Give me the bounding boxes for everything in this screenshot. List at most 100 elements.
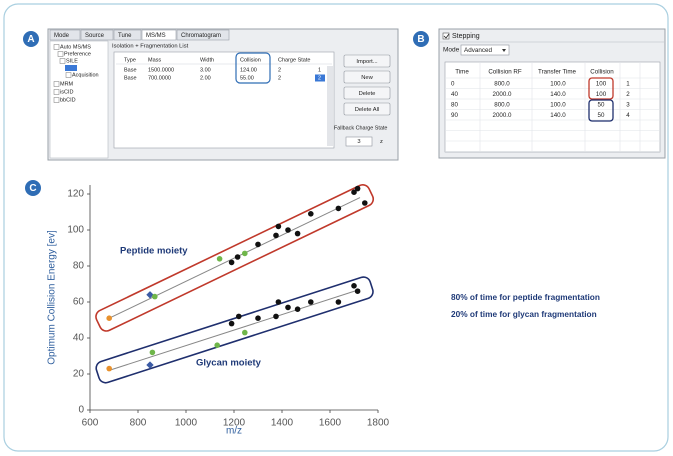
- table-header: Mass: [148, 57, 161, 63]
- point: [308, 211, 314, 217]
- tab-label: MS/MS: [146, 33, 166, 39]
- y-tick-label: 120: [67, 189, 84, 200]
- tree-checkbox[interactable]: [53, 44, 60, 50]
- point: [236, 313, 242, 320]
- table-cell: 2000.0: [493, 91, 512, 98]
- button[interactable]: [343, 70, 391, 84]
- y-tick-label: 60: [73, 297, 85, 308]
- panel-badge: [413, 31, 429, 47]
- series-label: Glycan moiety: [196, 358, 262, 369]
- table-cell: 40: [451, 91, 458, 98]
- tree-item: SILE: [66, 58, 78, 64]
- point: [152, 293, 158, 300]
- point: [275, 223, 282, 230]
- button-label: Delete All: [355, 107, 380, 113]
- panel-badge: [23, 31, 39, 47]
- table-cell: 90: [451, 112, 458, 119]
- table-cell: 0: [451, 81, 455, 88]
- point: [149, 349, 156, 356]
- x-tick-label: 1800: [367, 418, 390, 429]
- point: [335, 205, 342, 212]
- table-cell: 1: [318, 67, 321, 73]
- button-label: Delete: [359, 91, 376, 97]
- annotation: 20% of time for glycan fragmentation: [451, 309, 597, 319]
- point: [354, 288, 361, 295]
- x-tick-label: 1000: [175, 418, 198, 429]
- button[interactable]: [343, 102, 391, 116]
- checkbox-label: Stepping: [452, 33, 480, 40]
- point: [273, 313, 279, 320]
- table-cell: 80: [451, 102, 458, 109]
- table-cell: 55.00: [240, 75, 254, 81]
- tab[interactable]: [141, 29, 177, 41]
- row-index-selected: [315, 74, 325, 82]
- table-header: Type: [124, 57, 136, 63]
- table-header: Width: [200, 57, 214, 63]
- point: [308, 299, 314, 305]
- button-label: Import...: [356, 59, 378, 65]
- tree-checkbox[interactable]: [53, 97, 60, 103]
- tab-label: Tune: [118, 33, 132, 39]
- tree-checkbox[interactable]: [57, 51, 64, 57]
- fallback-label: Fallback Charge State: [334, 125, 387, 131]
- table-cell: 1500.0000: [148, 67, 174, 73]
- table-cell: 2: [626, 91, 630, 98]
- point: [294, 306, 301, 313]
- collision-low-box: [588, 99, 614, 122]
- y-tick-label: 80: [73, 261, 85, 272]
- tree-item: Preference: [64, 51, 91, 57]
- table-cell: 140.0: [550, 112, 566, 119]
- table-cell: 3: [626, 102, 630, 109]
- table-cell: 2000.0: [493, 112, 512, 119]
- tab[interactable]: [49, 29, 81, 41]
- table-header: Collision RF: [488, 69, 522, 76]
- checkbox[interactable]: [442, 32, 450, 40]
- panel-badge: [25, 180, 41, 196]
- tab-label: Source: [85, 33, 105, 39]
- tree-checkbox[interactable]: [59, 58, 66, 64]
- panel-label: B: [417, 34, 424, 45]
- button[interactable]: [343, 54, 391, 68]
- tree-checkbox[interactable]: [53, 89, 60, 95]
- fallback-unit: z: [380, 139, 383, 145]
- point: [255, 315, 261, 322]
- tree-item: MRM: [60, 81, 74, 87]
- tab[interactable]: [176, 29, 230, 41]
- fallback-input[interactable]: [345, 136, 373, 147]
- tree-checkbox[interactable]: [65, 72, 72, 78]
- point: [273, 232, 279, 239]
- tab[interactable]: [113, 29, 142, 41]
- table-cell: 2: [278, 75, 281, 81]
- table-cell: 100.0: [550, 102, 566, 109]
- tab-label: Chromatogram: [181, 33, 221, 39]
- table-header: Collision: [240, 57, 261, 63]
- point: [255, 241, 261, 248]
- y-axis-title: Optimum Collision Energy [ev]: [47, 230, 58, 365]
- table-cell: 50: [598, 112, 605, 119]
- button[interactable]: [343, 86, 391, 100]
- table-cell: 3.00: [200, 67, 211, 73]
- x-tick-label: 1400: [271, 418, 294, 429]
- table-cell: Base: [124, 67, 137, 73]
- step-table: [444, 61, 661, 153]
- y-tick-label: 100: [67, 225, 84, 236]
- table-header: Transfer Time: [538, 69, 576, 76]
- group-title: Isolation + Fragmentation List: [112, 44, 189, 50]
- mode-dropdown[interactable]: [460, 44, 510, 56]
- table-cell: 700.0000: [148, 75, 171, 81]
- table-cell: 50: [598, 102, 605, 109]
- point: [351, 283, 357, 289]
- tree-checkbox[interactable]: [53, 81, 60, 87]
- tab[interactable]: [80, 29, 114, 41]
- x-axis-title: m/z: [226, 426, 242, 437]
- point: [106, 315, 112, 322]
- table-cell: 124.00: [240, 67, 257, 73]
- scrollbar: [327, 66, 333, 146]
- button-label: New: [361, 75, 373, 81]
- tree-item: bbCID: [60, 97, 76, 103]
- x-tick-label: 800: [130, 418, 147, 429]
- point: [275, 299, 282, 305]
- point: [216, 255, 223, 262]
- table-cell: 2: [278, 67, 281, 73]
